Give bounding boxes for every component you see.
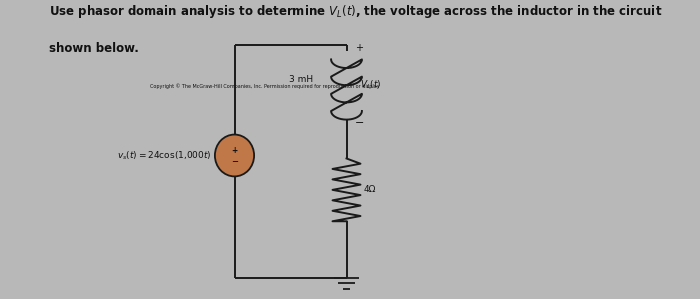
Text: 3 mH: 3 mH <box>289 75 313 84</box>
Text: Use phasor domain analysis to determine $V_L(t)$, the voltage across the inducto: Use phasor domain analysis to determine … <box>49 3 662 20</box>
Text: $V_L(t)$: $V_L(t)$ <box>360 79 382 91</box>
Text: +: + <box>355 43 363 53</box>
Ellipse shape <box>215 135 254 176</box>
Text: −: − <box>355 118 364 128</box>
Text: +: + <box>232 146 237 155</box>
Text: shown below.: shown below. <box>49 42 139 55</box>
Text: $v_s(t) = 24 \cos(1{,}000t)$: $v_s(t) = 24 \cos(1{,}000t)$ <box>117 149 211 162</box>
Text: 4Ω: 4Ω <box>364 185 377 194</box>
Text: −: − <box>231 157 238 166</box>
Text: Copyright © The McGraw-Hill Companies, Inc. Permission required for reproduction: Copyright © The McGraw-Hill Companies, I… <box>150 84 380 89</box>
